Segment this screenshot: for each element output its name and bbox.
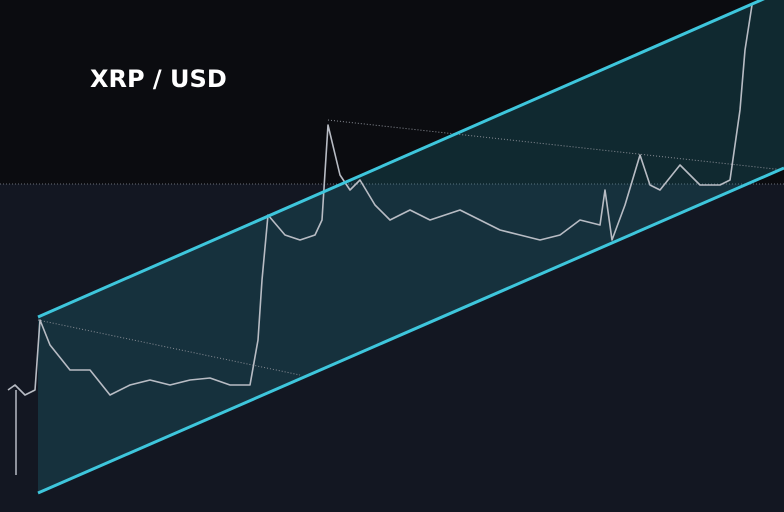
- price-line: [7, 4, 753, 396]
- channel-fill: [38, 0, 784, 493]
- upper-background: [0, 0, 784, 184]
- lower-background: [0, 184, 784, 512]
- channel-upper: [37, 0, 765, 319]
- plot: [7, 4, 753, 396]
- chart-title: XRP / USD: [90, 65, 227, 93]
- channel-lower: [37, 166, 784, 495]
